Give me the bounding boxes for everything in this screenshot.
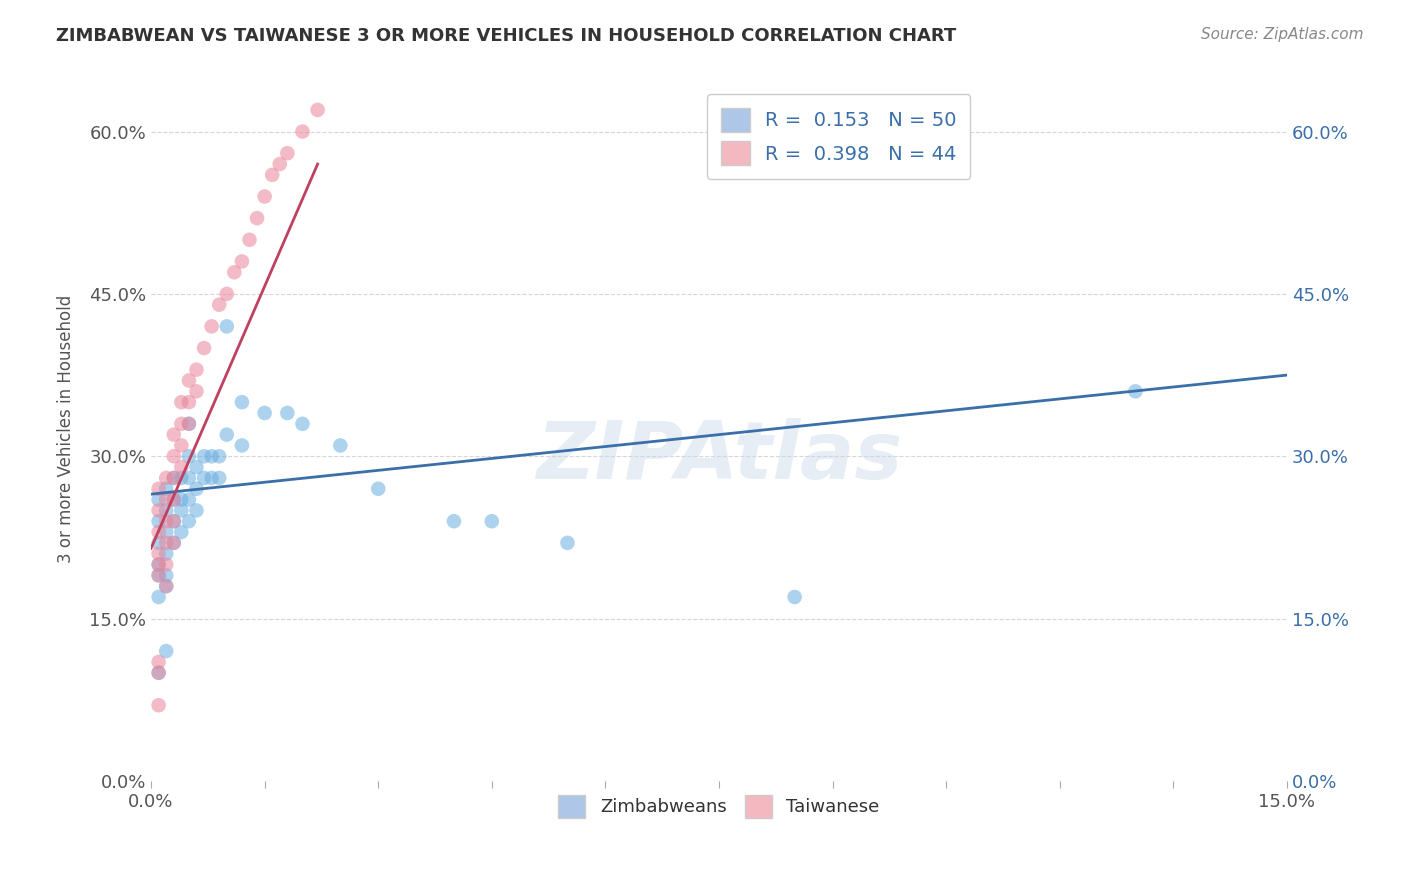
Point [231,395,253,409]
Point [215,319,238,334]
Point [155,644,177,658]
Point [155,503,177,517]
Text: ZIPAtlas: ZIPAtlas [536,418,903,496]
Point [155,579,177,593]
Point [186,482,208,496]
Point [163,450,186,464]
Point [186,384,208,399]
Point [155,568,177,582]
Point [329,438,352,452]
Point [177,395,200,409]
Point [170,503,193,517]
Point [170,524,193,539]
Point [148,665,170,680]
Point [163,536,186,550]
Point [148,492,170,507]
Point [177,471,200,485]
Point [224,265,246,279]
Text: ZIMBABWEAN VS TAIWANESE 3 OR MORE VEHICLES IN HOUSEHOLD CORRELATION CHART: ZIMBABWEAN VS TAIWANESE 3 OR MORE VEHICL… [56,27,956,45]
Point [163,427,186,442]
Point [215,427,238,442]
Point [155,558,177,572]
Point [481,514,503,528]
Point [557,536,579,550]
Point [163,492,186,507]
Point [155,524,177,539]
Point [155,471,177,485]
Point [208,298,231,312]
Point [148,698,170,713]
Point [148,558,170,572]
Point [186,460,208,475]
Point [148,482,170,496]
Text: Source: ZipAtlas.com: Source: ZipAtlas.com [1201,27,1364,42]
Point [155,536,177,550]
Point [177,492,200,507]
Point [208,471,231,485]
Point [783,590,806,604]
Point [193,341,215,355]
Point [163,536,186,550]
Point [253,406,276,420]
Point [148,536,170,550]
Point [163,471,186,485]
Point [177,417,200,431]
Point [170,460,193,475]
Point [177,417,200,431]
Point [177,450,200,464]
Point [170,417,193,431]
Point [291,417,314,431]
Point [201,319,224,334]
Point [276,146,298,161]
Point [262,168,284,182]
Point [193,471,215,485]
Point [170,395,193,409]
Point [155,579,177,593]
Point [155,514,177,528]
Point [238,233,260,247]
Point [148,503,170,517]
Point [155,492,177,507]
Point [443,514,465,528]
Point [148,568,170,582]
Point [193,450,215,464]
Point [148,524,170,539]
Point [148,590,170,604]
Point [367,482,389,496]
Point [177,514,200,528]
Point [163,471,186,485]
Point [148,514,170,528]
Point [276,406,298,420]
Y-axis label: 3 or more Vehicles in Household: 3 or more Vehicles in Household [58,295,75,564]
Point [170,471,193,485]
Point [148,655,170,669]
Legend: Zimbabweans, Taiwanese: Zimbabweans, Taiwanese [551,789,887,825]
Point [170,438,193,452]
Point [186,503,208,517]
Point [148,665,170,680]
Point [208,450,231,464]
Point [186,362,208,376]
Point [163,492,186,507]
Point [253,189,276,203]
Point [163,514,186,528]
Point [215,287,238,301]
Point [155,482,177,496]
Point [201,450,224,464]
Point [148,568,170,582]
Point [269,157,291,171]
Point [148,558,170,572]
Point [170,492,193,507]
Point [163,514,186,528]
Point [231,438,253,452]
Point [148,547,170,561]
Point [231,254,253,268]
Point [1125,384,1147,399]
Point [246,211,269,226]
Point [291,124,314,138]
Point [307,103,329,117]
Point [177,374,200,388]
Point [201,471,224,485]
Point [155,547,177,561]
